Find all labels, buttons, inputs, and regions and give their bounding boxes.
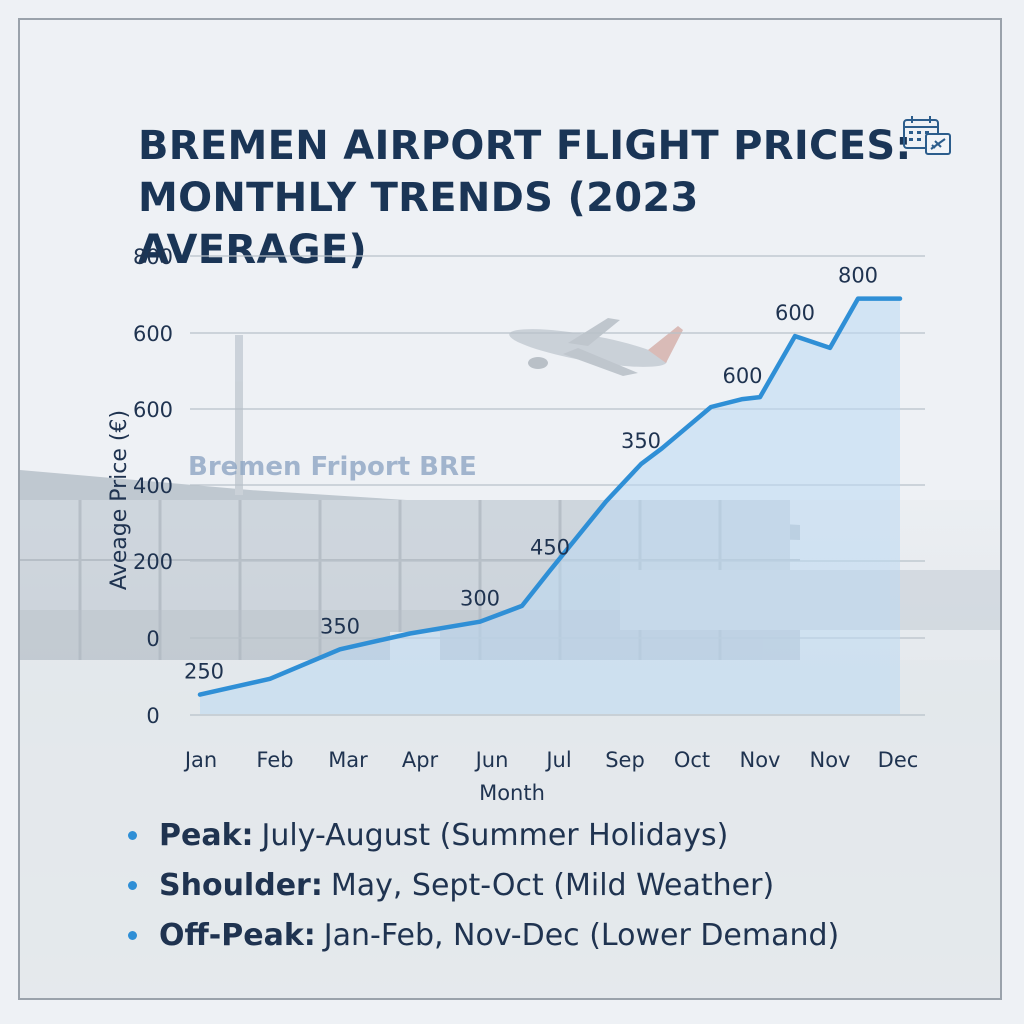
- season-legend: Peak: July-August (Summer Holidays) Shou…: [128, 810, 928, 960]
- bullet-icon: [128, 880, 137, 890]
- x-tick-label: Nov: [740, 748, 781, 772]
- airport-backdrop: Bremen Friport BRE: [20, 20, 1000, 998]
- x-tick-label: Jan: [183, 748, 217, 772]
- bullet-icon: [128, 830, 137, 840]
- infographic-frame: Bremen Friport BRE BREMEN AIRPORT FLIGHT…: [18, 18, 1002, 1000]
- legend-desc: July-August (Summer Holidays): [261, 817, 729, 853]
- terminal-sign: Bremen Friport BRE: [188, 452, 477, 482]
- x-tick-label: Jul: [544, 748, 571, 772]
- legend-term: Shoulder:: [159, 867, 323, 903]
- data-label: 250: [184, 660, 224, 684]
- legend-item-peak: Peak: July-August (Summer Holidays): [128, 810, 928, 860]
- y-tick-label: 0: [146, 704, 159, 728]
- x-tick-label: Mar: [328, 748, 368, 772]
- data-label: 350: [621, 429, 661, 453]
- legend-term: Off-Peak:: [159, 917, 316, 953]
- series-area: [200, 298, 900, 714]
- x-tick-label: Feb: [256, 748, 293, 772]
- x-axis-label: Month: [479, 781, 545, 805]
- legend-desc: May, Sept-Oct (Mild Weather): [330, 867, 775, 903]
- y-axis-label: Aveage Price (€): [107, 410, 132, 590]
- y-tick-label: 800: [133, 245, 173, 269]
- legend-item-shoulder: Shoulder: May, Sept-Oct (Mild Weather): [128, 860, 928, 910]
- calendar-plane-icon: [903, 116, 951, 155]
- y-tick-label: 600: [133, 322, 173, 346]
- x-tick-label: Apr: [402, 748, 439, 772]
- data-label: 350: [320, 614, 360, 638]
- x-tick-label: Jun: [474, 748, 509, 772]
- legend-desc: Jan-Feb, Nov-Dec (Lower Demand): [323, 917, 840, 953]
- data-label: 300: [460, 587, 500, 611]
- data-label: 450: [530, 535, 570, 559]
- chart-title: BREMEN AIRPORT FLIGHT PRICES: MONTHLY TR…: [138, 120, 918, 276]
- x-tick-label: Oct: [674, 748, 710, 772]
- bullet-icon: [128, 930, 137, 940]
- x-tick-label: Nov: [810, 748, 851, 772]
- data-label: 800: [838, 264, 878, 288]
- title-line-1: BREMEN AIRPORT FLIGHT PRICES:: [138, 123, 912, 169]
- airplane-icon: [509, 318, 683, 376]
- legend-item-off-peak: Off-Peak: Jan-Feb, Nov-Dec (Lower Demand…: [128, 910, 928, 960]
- y-tick-label: 600: [133, 398, 173, 422]
- y-tick-label: 200: [133, 550, 173, 574]
- data-label: 600: [775, 301, 815, 325]
- title-line-2: MONTHLY TRENDS (2023 AVERAGE): [138, 175, 699, 273]
- series-line: [197, 296, 903, 697]
- y-tick-label: 400: [133, 474, 173, 498]
- x-tick-label: Sep: [605, 748, 645, 772]
- legend-term: Peak:: [159, 817, 254, 853]
- price-chart: 0 0 200 400 600 600 800 Jan Feb Mar Apr Jun Jul Sep Oc…: [107, 245, 925, 805]
- x-tick-label: Dec: [878, 748, 919, 772]
- y-tick-label: 0: [146, 627, 159, 651]
- data-label: 600: [722, 364, 762, 388]
